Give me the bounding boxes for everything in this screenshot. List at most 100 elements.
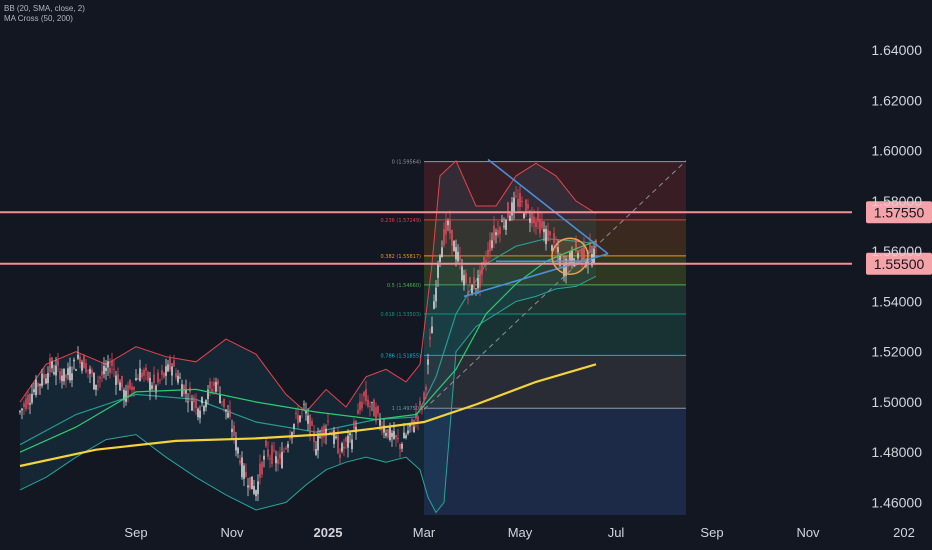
candle-body [103,366,105,375]
candle-body [227,412,229,418]
candle-body [557,247,559,253]
x-tick-label: Jul [608,525,625,540]
candle-body [411,418,413,426]
candle-body [477,278,479,289]
fib-label-1: 1 (1.49750) [392,406,421,412]
candle-body [179,377,181,379]
candle-body [249,477,251,489]
candle-body [109,367,111,373]
candle-body [537,211,539,222]
candle-body [167,364,169,372]
fib-label-0.382: 0.382 (1.55817) [381,254,422,260]
candle-body [343,446,345,449]
candle-body [73,359,75,362]
y-tick-label: 1.58000 [871,193,922,209]
candle-body [37,383,39,387]
level-label-1: 1.55500 [874,256,925,272]
candle-body [31,393,33,403]
fib-zone-0.236 [424,219,686,256]
candle-body [523,213,525,219]
candle-body [525,199,527,215]
candle-body [331,434,333,436]
candle-body [575,239,577,251]
candle-body [555,245,557,249]
candle-body [87,369,89,371]
candle-body [127,385,129,399]
x-tick-label: May [508,525,533,540]
candle-body [175,373,177,378]
candle-body [311,420,313,426]
plot-area: 0 (1.59564) 0.236 (1.57249) 0.382 (1.55817… [19,158,687,515]
candle-body [267,449,269,457]
candle-body [493,225,495,241]
legend-bb[interactable]: BB (20, SMA, close, 2) [4,4,85,13]
ma200-line [19,363,597,468]
candle-body [379,418,381,426]
candle-body [289,436,291,439]
candle-body [51,361,53,369]
candle-body [235,437,237,451]
candle-body [521,200,523,203]
candle-body [549,231,551,236]
candle-body [443,228,445,246]
candle-body [19,411,21,413]
candle-body [489,239,491,252]
candle-body [119,382,121,391]
candle-body [375,407,377,422]
candle-body [245,471,247,477]
candle-body [269,457,271,459]
candle-body [319,436,321,438]
candle-body [59,371,61,380]
candle-body [533,216,535,224]
candle-body [99,376,101,379]
candle-body [447,220,449,226]
fib-label-0: 0 (1.59564) [392,160,421,166]
y-tick-label: 1.48000 [871,444,922,460]
candle-body [253,485,255,494]
candle-body [369,406,371,408]
candle-body [205,400,207,408]
candle-body [425,386,427,391]
candle-body [591,254,593,266]
candle-body [427,359,429,365]
candle-body [317,435,319,451]
candle-body [449,220,451,234]
candle-body [85,363,87,373]
bb-lower-line [19,275,597,514]
candle-body [503,225,505,227]
candle-body [291,432,293,438]
candle-body [79,356,81,364]
candle-body [385,432,387,436]
candle-body [451,229,453,246]
candle-body [147,371,149,381]
candle-body [211,389,213,392]
candle-body [543,229,545,233]
candle-body [313,431,315,443]
candle-body [481,262,483,275]
legend-ma-cross[interactable]: MA Cross (50, 200) [4,14,73,23]
candle-body [483,256,485,264]
candle-body [131,386,133,390]
candle-body [285,448,287,449]
candle-body [241,457,243,478]
candle-body [255,490,257,497]
candle-body [41,373,43,386]
candle-body [581,248,583,261]
candle-body [563,264,565,278]
candle-body [187,401,189,403]
candle-body [407,430,409,434]
candle-body [551,245,553,251]
x-tick-label: Sep [700,525,723,540]
candle-body [399,444,401,449]
candle-body [509,215,511,221]
candle-body [309,415,311,435]
bb-upper-line [19,159,597,413]
candle-body [541,221,543,228]
candle-body [387,429,389,438]
candle-body [515,195,517,197]
candle-body [133,386,135,390]
candle-body [195,400,197,409]
candle-body [535,221,537,228]
